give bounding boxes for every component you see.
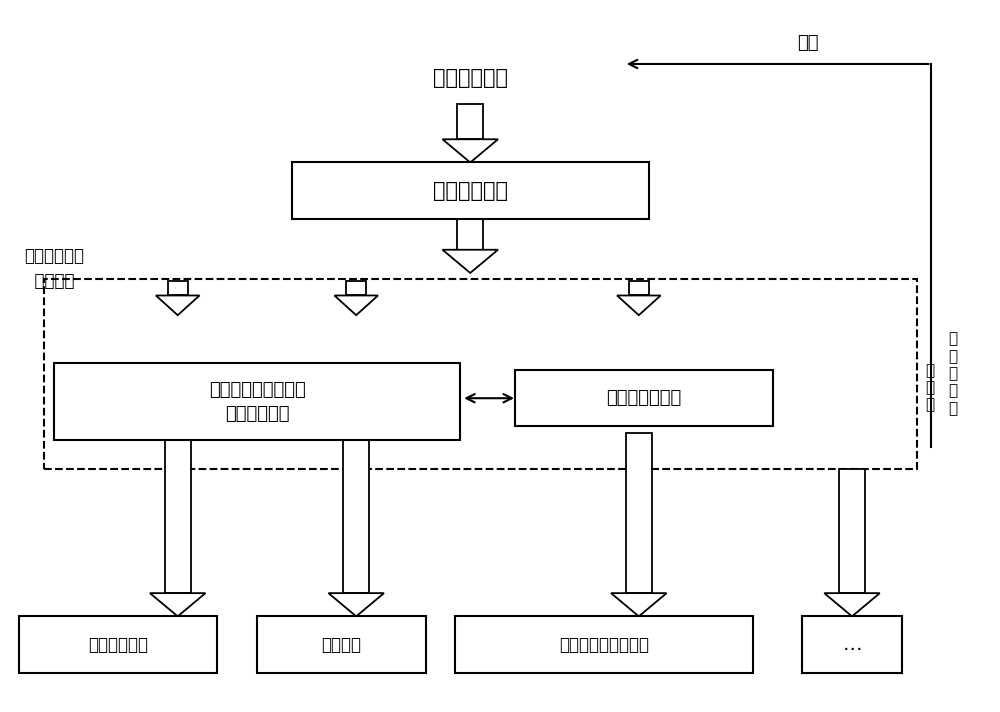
Polygon shape — [346, 281, 366, 295]
Bar — [54, 363, 460, 441]
Polygon shape — [334, 295, 378, 315]
Polygon shape — [165, 434, 191, 593]
Bar — [455, 617, 753, 673]
Polygon shape — [457, 219, 483, 250]
Polygon shape — [328, 593, 384, 617]
Text: 地质资料收集: 地质资料收集 — [433, 181, 508, 201]
Text: 工程地质数据库: 工程地质数据库 — [606, 389, 681, 407]
Polygon shape — [457, 104, 483, 140]
Text: 地质工程师的
  经验判断: 地质工程师的 经验判断 — [24, 246, 84, 290]
Polygon shape — [442, 250, 498, 273]
Polygon shape — [168, 281, 188, 295]
Polygon shape — [156, 295, 200, 315]
Polygon shape — [442, 140, 498, 162]
Polygon shape — [611, 593, 667, 617]
Text: 地质三维可视化解析
三维地质模型: 地质三维可视化解析 三维地质模型 — [209, 381, 305, 422]
Bar — [515, 370, 773, 426]
Text: 认
识
成
果
工: 认 识 成 果 工 — [949, 331, 958, 416]
Text: 程
地
质: 程 地 质 — [925, 363, 934, 412]
Bar — [257, 617, 426, 673]
Text: …: … — [842, 635, 862, 654]
Polygon shape — [839, 468, 865, 593]
Text: 指导: 指导 — [798, 34, 819, 52]
Polygon shape — [629, 281, 649, 295]
Text: 三维协同设计: 三维协同设计 — [88, 636, 148, 654]
Bar — [19, 617, 217, 673]
Text: 统计分析、模拟计算: 统计分析、模拟计算 — [559, 636, 649, 654]
Bar — [802, 617, 902, 673]
Polygon shape — [150, 593, 205, 617]
Polygon shape — [626, 434, 652, 593]
Text: 二维出图: 二维出图 — [321, 636, 361, 654]
Bar — [292, 162, 649, 219]
Polygon shape — [617, 295, 661, 315]
Text: 工程地质勘察: 工程地质勘察 — [433, 68, 508, 88]
Polygon shape — [343, 434, 369, 593]
Bar — [44, 278, 917, 468]
Polygon shape — [824, 593, 880, 617]
